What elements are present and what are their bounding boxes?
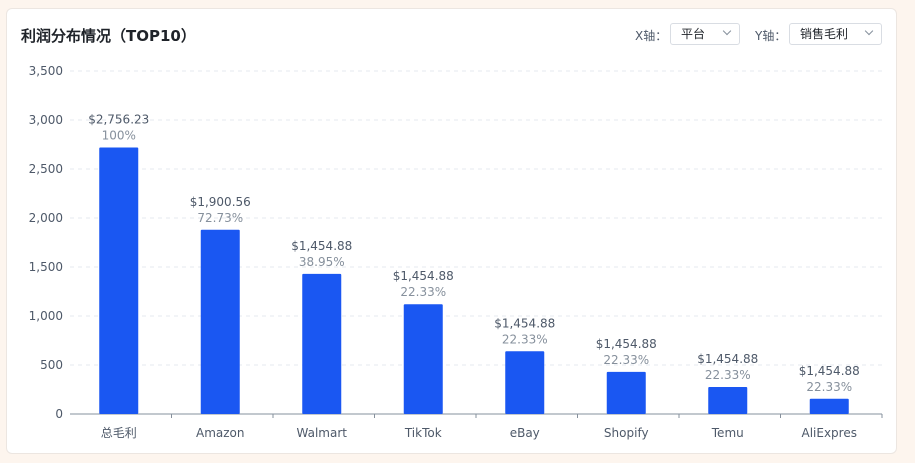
- bar-percent-label: 22.33%: [705, 368, 751, 382]
- y-axis-select-value: 销售毛利: [800, 27, 849, 41]
- bar-value-label: $1,454.88: [697, 352, 758, 366]
- x-tick-label: Shopify: [604, 426, 649, 440]
- x-tick-label: Temu: [711, 426, 744, 440]
- y-tick-label: 2,000: [29, 211, 63, 225]
- bar-percent-label: 100%: [102, 128, 136, 142]
- bar-percent-label: 22.33%: [502, 332, 548, 346]
- bar-value-label: $1,900.56: [190, 195, 251, 209]
- x-tick-label: Amazon: [196, 426, 245, 440]
- y-axis-select[interactable]: 销售毛利: [789, 23, 882, 45]
- bar-value-label: $1,454.88: [799, 364, 860, 378]
- y-tick-label: 0: [55, 407, 63, 421]
- bar: [606, 371, 646, 414]
- y-tick-label: 3,500: [29, 64, 63, 78]
- bar: [200, 229, 240, 414]
- x-tick-label: eBay: [510, 426, 540, 440]
- bar: [403, 304, 443, 414]
- y-tick-label: 2,500: [29, 162, 63, 176]
- bar-percent-label: 38.95%: [299, 255, 345, 269]
- y-tick-label: 500: [40, 358, 63, 372]
- x-tick-label: TikTok: [404, 426, 442, 440]
- x-axis-select[interactable]: 平台: [670, 23, 740, 45]
- x-axis-label: X轴：: [635, 29, 668, 43]
- bar-percent-label: 72.73%: [197, 211, 243, 225]
- bar-value-label: $1,454.88: [393, 269, 454, 283]
- bar: [505, 351, 545, 414]
- x-tick-label: 总毛利: [101, 426, 137, 440]
- bar-value-label: $2,756.23: [88, 112, 149, 126]
- x-tick-label: AliExpres: [802, 426, 857, 440]
- x-tick-label: Walmart: [297, 426, 348, 440]
- bar-value-label: $1,454.88: [596, 337, 657, 351]
- bar-percent-label: 22.33%: [603, 353, 649, 367]
- bar: [99, 147, 139, 414]
- bar: [302, 273, 342, 414]
- bar: [708, 387, 748, 414]
- y-axis-label: Y轴：: [755, 29, 787, 43]
- chart-title: 利润分布情况（TOP10）: [21, 27, 196, 45]
- chart-card: [6, 8, 897, 454]
- y-tick-label: 1,500: [29, 260, 63, 274]
- bar: [809, 398, 849, 414]
- bar-value-label: $1,454.88: [291, 239, 352, 253]
- bar-value-label: $1,454.88: [494, 316, 555, 330]
- bar-percent-label: 22.33%: [806, 380, 852, 394]
- x-axis-select-value: 平台: [681, 27, 706, 41]
- y-tick-label: 3,000: [29, 113, 63, 127]
- y-tick-label: 1,000: [29, 309, 63, 323]
- bar-percent-label: 22.33%: [400, 285, 446, 299]
